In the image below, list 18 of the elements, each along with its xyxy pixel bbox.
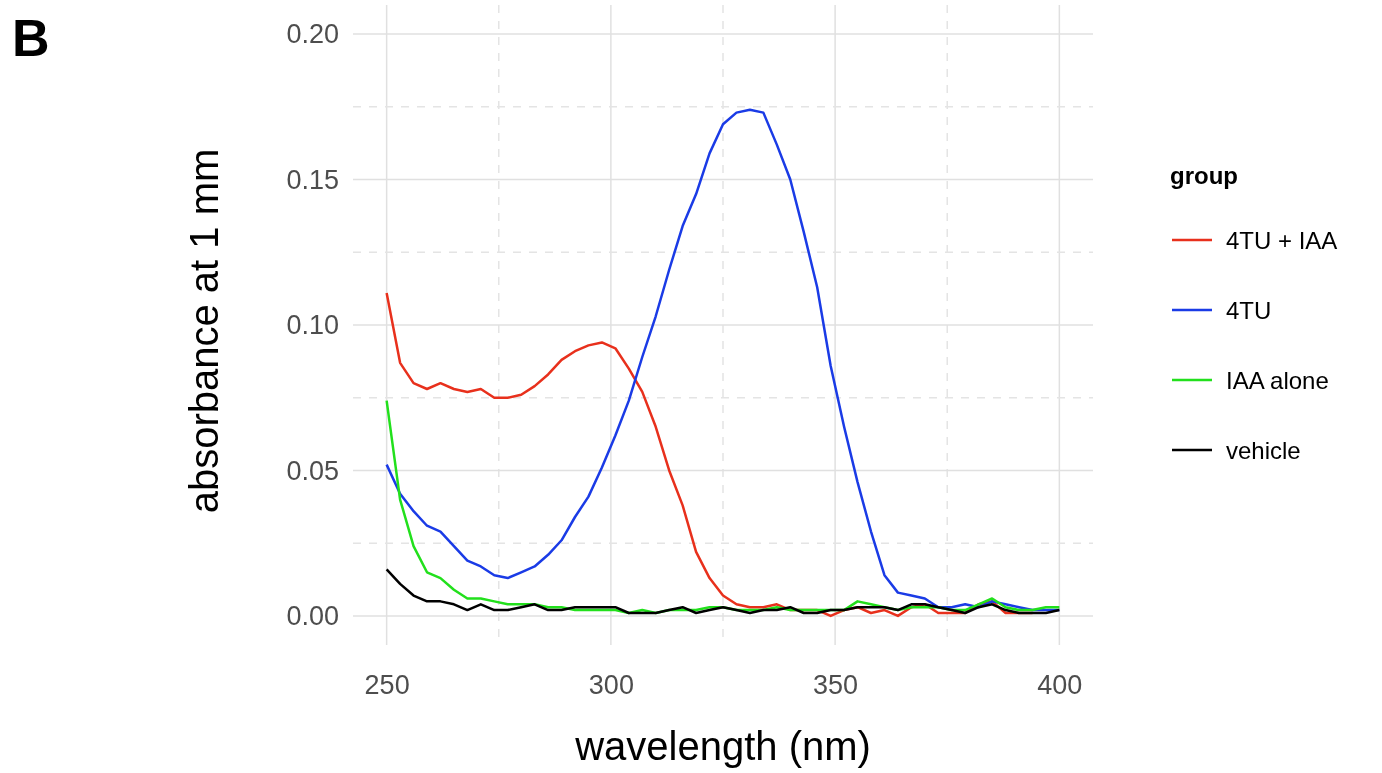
y-tick-label: 0.10: [286, 310, 339, 341]
x-axis-title: wavelength (nm): [574, 724, 871, 768]
x-tick-label: 300: [588, 670, 634, 701]
legend-title: group: [1170, 162, 1238, 189]
legend-label: 4TU + IAA: [1226, 227, 1338, 254]
x-tick-label: 350: [813, 670, 859, 701]
legend-label: IAA alone: [1226, 367, 1329, 394]
y-axis-title: absorbance at 1 mm: [182, 148, 226, 514]
x-tick-label: 400: [1037, 670, 1083, 701]
line-series: [385, 568, 1061, 615]
x-tick-label: 250: [364, 670, 410, 701]
y-tick-label: 0.00: [286, 601, 339, 632]
y-tick-label: 0.20: [286, 19, 339, 50]
legend-label: 4TU: [1226, 297, 1272, 324]
text: B: [12, 9, 50, 67]
legend-label: vehicle: [1226, 437, 1301, 464]
y-tick-label: 0.15: [286, 164, 339, 195]
y-tick-label: 0.05: [286, 455, 339, 486]
